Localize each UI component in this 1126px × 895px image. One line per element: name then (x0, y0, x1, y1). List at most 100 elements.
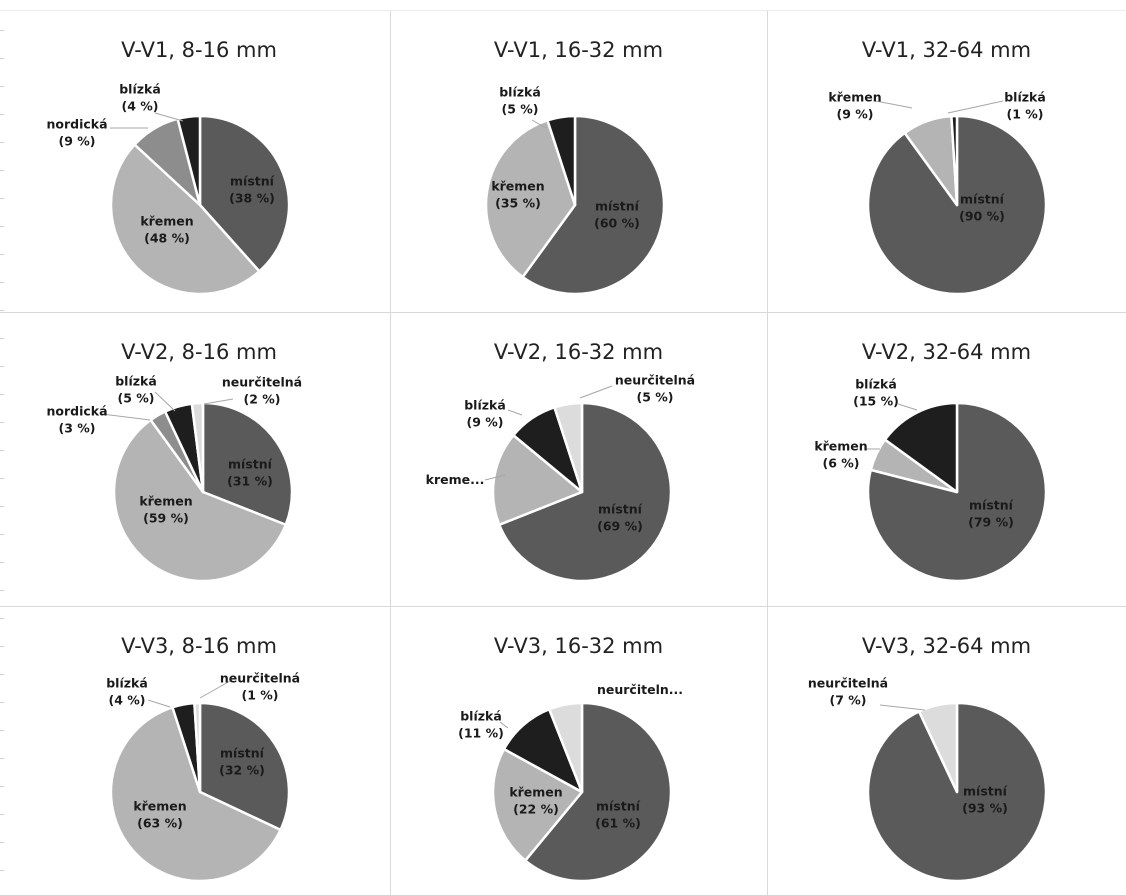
edge-tick (0, 870, 4, 871)
slice-data-label: místní (960, 192, 1005, 207)
chart-title: V-V1, 16-32 mm (493, 38, 664, 62)
pie-slice (498, 401, 673, 583)
edge-tick (0, 394, 4, 395)
leader-line (199, 680, 231, 699)
slice-data-label: (9 %) (59, 134, 96, 149)
slice-data-label: (1 %) (242, 688, 279, 703)
pie-slice (112, 418, 287, 583)
slice-data-label: blízká (499, 85, 541, 100)
edge-tick (0, 730, 4, 731)
edge-tick (0, 86, 4, 87)
pie-slice (547, 701, 584, 794)
slice-data-label: (6 %) (823, 456, 860, 471)
slice-data-label: (9 %) (467, 415, 504, 430)
slice-data-label: (1 %) (1007, 107, 1044, 122)
slice-data-label: místní (596, 799, 641, 814)
grid-divider-vertical (767, 10, 768, 895)
pie-slice (201, 401, 294, 527)
slice-data-label: (3 %) (59, 421, 96, 436)
slice-data-label: křemen (140, 214, 193, 229)
edge-tick (0, 226, 4, 227)
slice-data-label: (48 %) (144, 231, 190, 246)
chart-title: V-V1, 32-64 mm (861, 38, 1032, 62)
pie-slice (883, 401, 959, 494)
chart-title: V-V3, 8-16 mm (121, 634, 277, 658)
edge-tick (0, 786, 4, 787)
edge-tick (0, 338, 4, 339)
leader-line (154, 391, 176, 412)
slice-data-label: místní (969, 498, 1014, 513)
slice-data-label: místní (228, 457, 273, 472)
pie-slice (553, 401, 584, 494)
pie-slice (546, 114, 577, 207)
slice-data-label: křemen (814, 439, 867, 454)
pie-slice (521, 114, 666, 296)
slice-data-label: (2 %) (244, 392, 281, 407)
slice-data-label: kreme... (426, 472, 485, 487)
edge-tick (0, 674, 4, 675)
slice-data-label: (31 %) (227, 474, 273, 489)
edge-tick (0, 422, 4, 423)
leader-line (875, 100, 913, 109)
edge-tick (0, 478, 4, 479)
slice-data-label: křemen (828, 90, 881, 105)
pie-slice (198, 114, 291, 273)
chart-title: V-V1, 8-16 mm (121, 38, 277, 62)
slice-data-label: křemen (509, 785, 562, 800)
slice-data-label: (61 %) (595, 816, 641, 831)
edge-tick (0, 114, 4, 115)
slice-data-label: místní (595, 199, 640, 214)
edge-tick (0, 142, 4, 143)
slice-data-label: (22 %) (513, 802, 559, 817)
leader-line (947, 100, 1004, 114)
slice-data-label: nordická (46, 404, 107, 419)
slice-data-label: (90 %) (959, 209, 1005, 224)
grid-divider-horizontal (0, 312, 1126, 313)
slice-data-label: (9 %) (837, 107, 874, 122)
slice-data-label: neurčitelná (220, 671, 300, 686)
edge-tick (0, 702, 4, 703)
chart-title: V-V3, 16-32 mm (493, 634, 664, 658)
chart-title: V-V2, 32-64 mm (861, 340, 1032, 364)
edge-tick (0, 366, 4, 367)
slice-data-label: (11 %) (458, 726, 504, 741)
pie-slice (109, 143, 261, 296)
leader-line (531, 119, 547, 129)
slice-data-label: (93 %) (962, 801, 1008, 816)
edge-tick (0, 58, 4, 59)
slice-data-label: nordická (46, 117, 107, 132)
leader-line (507, 409, 523, 416)
slice-data-label: blízká (106, 676, 148, 691)
slice-data-label: neurčitelná (222, 375, 302, 390)
edge-tick (0, 534, 4, 535)
leader-line (579, 385, 613, 399)
grid-divider-horizontal (0, 606, 1126, 607)
slice-data-label: (35 %) (495, 196, 541, 211)
slice-data-label: místní (963, 784, 1008, 799)
pie-slice (176, 114, 202, 207)
chart-title: V-V2, 16-32 mm (493, 340, 664, 364)
edge-tick (0, 170, 4, 171)
slice-data-label: (79 %) (968, 515, 1014, 530)
pie-panel: V-V1, 32-64 mm (767, 10, 1126, 312)
pie-panel: V-V3, 8-16 mm (8, 606, 390, 895)
slice-data-label: (32 %) (219, 763, 265, 778)
pie-slice (193, 701, 202, 794)
edge-tick (0, 618, 4, 619)
edge-tick (0, 254, 4, 255)
leader-line (484, 474, 506, 481)
leader-line (879, 704, 926, 711)
edge-tick (0, 30, 4, 31)
slice-data-label: blízká (1004, 90, 1046, 105)
pie-panel: V-V2, 32-64 mm (767, 312, 1126, 606)
slice-data-label: (5 %) (502, 102, 539, 117)
pie-panel: V-V2, 16-32 mm (390, 312, 767, 606)
pie-slice (917, 701, 959, 794)
